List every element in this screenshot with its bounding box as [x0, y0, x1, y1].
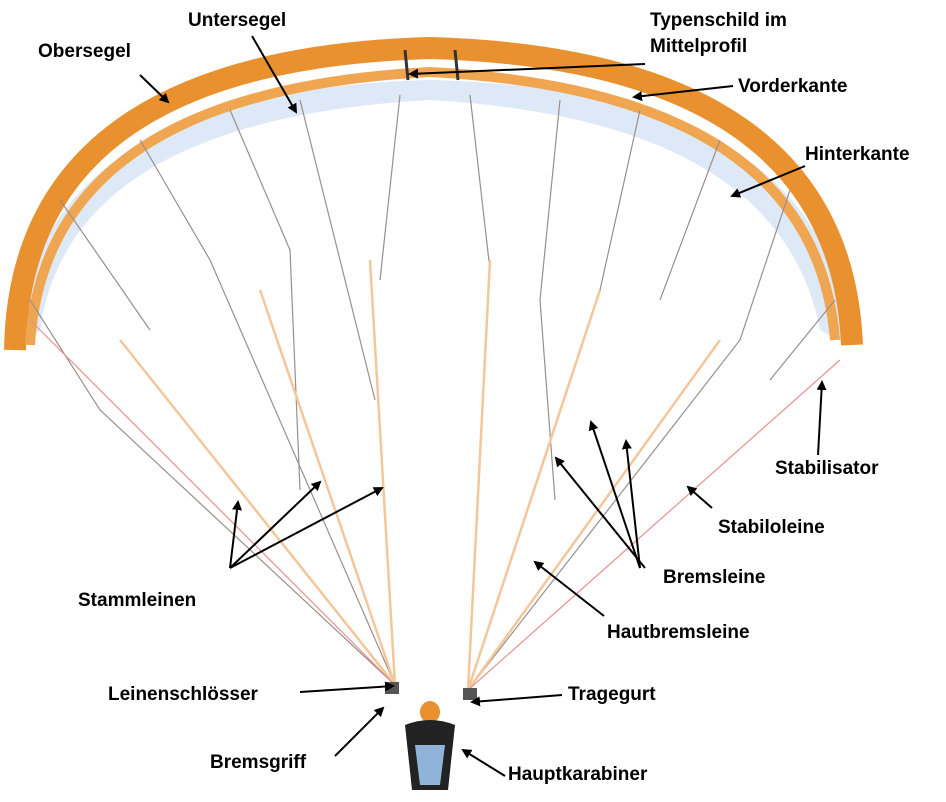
label: Hinterkante	[805, 144, 910, 165]
label: Hautbremsleine	[607, 622, 750, 643]
arrow	[818, 382, 822, 455]
label: Untersegel	[188, 10, 286, 31]
label: Obersegel	[38, 41, 131, 62]
label: Bremsleine	[663, 567, 765, 588]
arrow	[472, 695, 562, 702]
label: Vorderkante	[738, 76, 847, 97]
label: Bremsgriff	[210, 752, 307, 773]
arrow	[300, 686, 393, 692]
label: Mittelprofil	[650, 36, 747, 57]
label: Hauptkarabiner	[508, 764, 648, 785]
arrow	[335, 708, 383, 756]
arrow	[556, 458, 645, 568]
label: Typenschild im	[650, 10, 787, 31]
arrow	[688, 487, 712, 508]
label: Tragegurt	[568, 684, 656, 705]
arrow	[535, 562, 604, 616]
label: Leinenschlösser	[108, 684, 259, 705]
diagram: Obersegel Untersegel Typenschild im Mitt…	[0, 0, 946, 802]
paraglider-illustration	[15, 48, 852, 790]
label: Stabiloleine	[718, 517, 825, 538]
label: Stammleinen	[78, 590, 196, 611]
label: Stabilisator	[775, 458, 879, 479]
arrow	[463, 750, 505, 776]
arrow	[230, 488, 382, 568]
arrow	[230, 502, 238, 568]
